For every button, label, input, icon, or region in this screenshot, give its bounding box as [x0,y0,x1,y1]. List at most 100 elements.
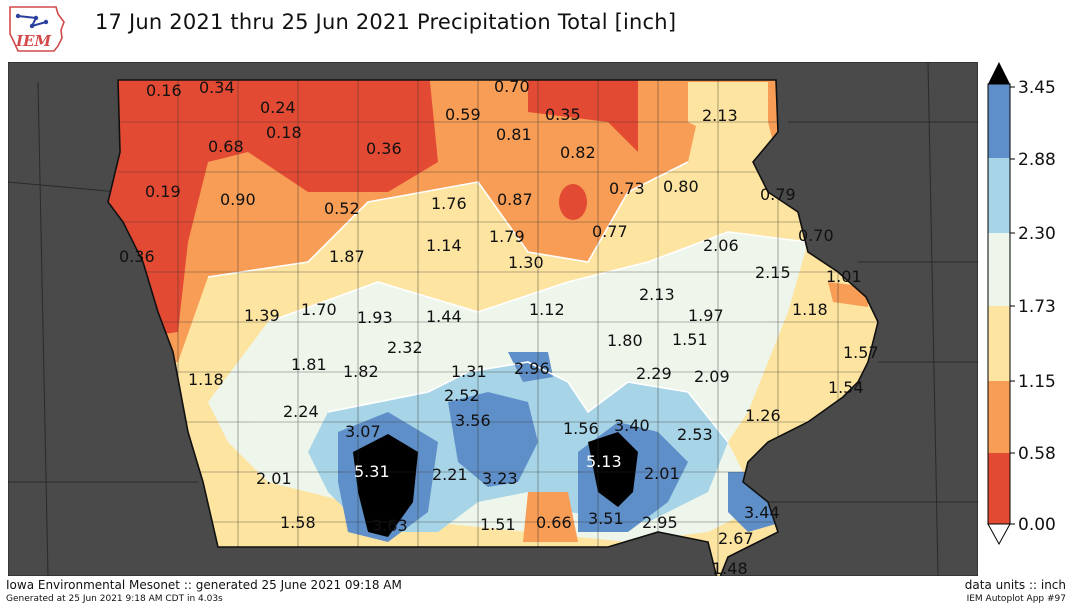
value-label: 1.12 [529,300,565,319]
value-label: 0.79 [760,185,796,204]
value-label: 2.09 [694,367,730,386]
value-label: 1.80 [607,331,643,350]
value-label: 2.53 [677,425,713,444]
value-label: 0.87 [497,190,533,209]
value-label: 2.15 [755,263,791,282]
value-label: 3.40 [614,416,650,435]
value-label: 0.35 [545,105,581,124]
value-label: 0.24 [260,98,296,117]
value-label: 1.57 [843,343,879,362]
value-label: 2.01 [644,464,680,483]
precip-map: 0.16 0.34 0.24 0.18 0.68 0.36 0.19 0.90 … [8,62,978,576]
iowa-outline [107,79,879,576]
value-label: 2.52 [444,386,480,405]
value-label: 0.73 [609,179,645,198]
colorbar-segment [988,233,1010,306]
iem-logo: IEM [9,6,65,52]
value-label: 0.16 [146,81,182,100]
value-label: 1.97 [688,306,724,325]
value-label: 2.01 [256,469,292,488]
value-label: 1.48 [712,559,748,576]
footer-app: IEM Autoplot App #97 [966,594,1066,604]
value-label: 2.24 [283,402,319,421]
value-label: 0.36 [366,139,402,158]
logo-text: IEM [15,32,51,50]
value-label: 2.32 [387,338,423,357]
value-label: 1.81 [291,355,327,374]
value-label: 1.54 [828,378,864,397]
value-label: 1.51 [672,330,708,349]
value-label: 1.30 [508,253,544,272]
colorbar-segment [988,158,1010,233]
value-label: 0.68 [208,137,244,156]
value-label: 1.31 [451,362,487,381]
value-label: 5.31 [354,462,390,481]
value-label: 1.51 [480,515,516,534]
value-label: 3.63 [372,516,408,535]
value-label: 1.01 [826,267,862,286]
value-label: 0.19 [145,182,181,201]
value-label: 2.95 [642,513,678,532]
value-labels: 0.16 0.34 0.24 0.18 0.68 0.36 0.19 0.90 … [119,77,879,576]
value-label: 1.58 [280,513,316,532]
value-label: 1.39 [244,306,280,325]
value-label: 0.70 [798,226,834,245]
value-label: 0.66 [536,513,572,532]
value-label: 1.79 [489,227,525,246]
value-label: 1.70 [301,300,337,319]
colorbar-segment [988,453,1010,524]
footer-source: Iowa Environmental Mesonet :: generated … [6,578,402,592]
colorbar-segment [988,381,1010,453]
value-label: 0.80 [663,177,699,196]
value-label: 2.13 [702,106,738,125]
value-label: 2.96 [514,359,550,378]
value-label: 2.21 [432,465,468,484]
value-label: 0.82 [560,143,596,162]
value-label: 3.51 [588,509,624,528]
colorbar-segment [988,306,1010,381]
footer-units: data units :: inch [964,578,1066,592]
colorbar-tick-label: 3.45 [1018,78,1056,98]
value-label: 1.18 [188,370,224,389]
value-label: 2.29 [636,364,672,383]
colorbar-tick-label: 0.00 [1018,515,1056,535]
value-label: 0.36 [119,247,155,266]
value-label: 3.56 [455,411,491,430]
colorbar-tick-label: 0.58 [1018,444,1056,464]
value-label: 2.67 [718,529,754,548]
value-label: 0.70 [494,77,530,96]
value-label: 2.06 [703,236,739,255]
state-borders [8,62,978,576]
value-label: 1.87 [329,247,365,266]
value-label: 1.14 [426,236,462,255]
value-label: 0.52 [324,199,360,218]
footer-generated: Generated at 25 Jun 2021 9:18 AM CDT in … [6,594,223,604]
colorbar-tick-label: 1.15 [1018,372,1056,392]
value-label: 1.76 [431,194,467,213]
value-label: 1.56 [563,419,599,438]
value-label: 2.13 [639,285,675,304]
value-label: 1.26 [745,406,781,425]
value-label: 5.13 [586,452,622,471]
value-label: 1.93 [357,308,393,327]
value-label: 3.07 [345,422,381,441]
value-label: 3.23 [482,469,518,488]
value-label: 0.81 [496,125,532,144]
value-label: 1.82 [343,362,379,381]
page-title: 17 Jun 2021 thru 25 Jun 2021 Precipitati… [95,10,677,34]
value-label: 0.90 [220,190,256,209]
value-label: 0.34 [199,78,235,97]
value-label: 1.44 [426,307,462,326]
value-label: 1.18 [792,300,828,319]
colorbar-tick-label: 2.30 [1018,224,1056,244]
colorbar-segment [988,84,1010,158]
colorbar-max-arrow [988,62,1010,84]
value-label: 3.44 [744,503,780,522]
colorbar-tick-label: 2.88 [1018,150,1056,170]
value-label: 0.59 [445,105,481,124]
value-label: 0.18 [266,123,302,142]
value-label: 0.77 [592,222,628,241]
colorbar-tick-label: 1.73 [1018,297,1056,317]
colorbar: 3.45 2.88 2.30 1.73 1.15 0.58 0.00 [987,62,1056,546]
colorbar-min-arrow [987,523,1011,546]
